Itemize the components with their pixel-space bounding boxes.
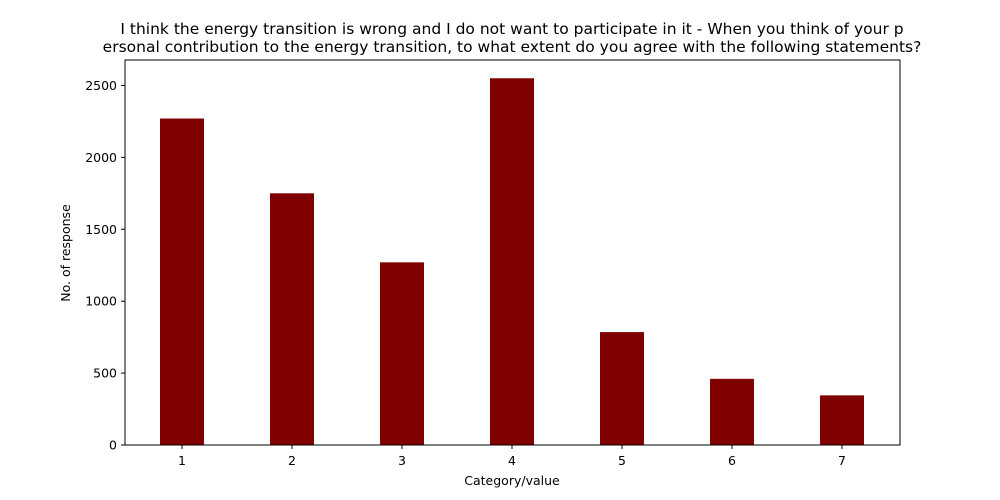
bar-7: [820, 395, 864, 445]
plot-area-frame: [124, 59, 901, 446]
bar-1: [160, 118, 204, 445]
x-axis-label: Category/value: [464, 473, 560, 488]
x-tick-label-7: 7: [838, 453, 846, 468]
bar-6: [710, 378, 754, 445]
y-tick-label-1000: 1000: [85, 294, 117, 309]
x-tick-label-3: 3: [398, 453, 406, 468]
x-tick-label-2: 2: [288, 453, 296, 468]
y-tick-label-2500: 2500: [85, 78, 117, 93]
y-tick-label-2000: 2000: [85, 150, 117, 165]
x-tick-label-6: 6: [728, 453, 736, 468]
x-tick-label-4: 4: [508, 453, 516, 468]
x-axis-ticks: 1 2 3 4 5 6 7: [178, 445, 846, 468]
y-axis-label: No. of response: [58, 204, 73, 302]
bar-5: [600, 332, 644, 445]
x-tick-label-5: 5: [618, 453, 626, 468]
chart-title-line-2: ersonal contribution to the energy trans…: [103, 38, 922, 56]
bars-group: [160, 78, 864, 445]
bar-2: [270, 193, 314, 445]
y-tick-label-1500: 1500: [85, 222, 117, 237]
y-tick-label-0: 0: [109, 438, 117, 453]
y-tick-label-500: 500: [93, 366, 117, 381]
x-tick-label-1: 1: [178, 453, 186, 468]
bar-4: [490, 78, 534, 445]
bar-3: [380, 262, 424, 445]
chart-title-line-1: I think the energy transition is wrong a…: [120, 20, 903, 38]
y-axis-ticks: 0 500 1000 1500 2000 2500: [85, 78, 125, 453]
